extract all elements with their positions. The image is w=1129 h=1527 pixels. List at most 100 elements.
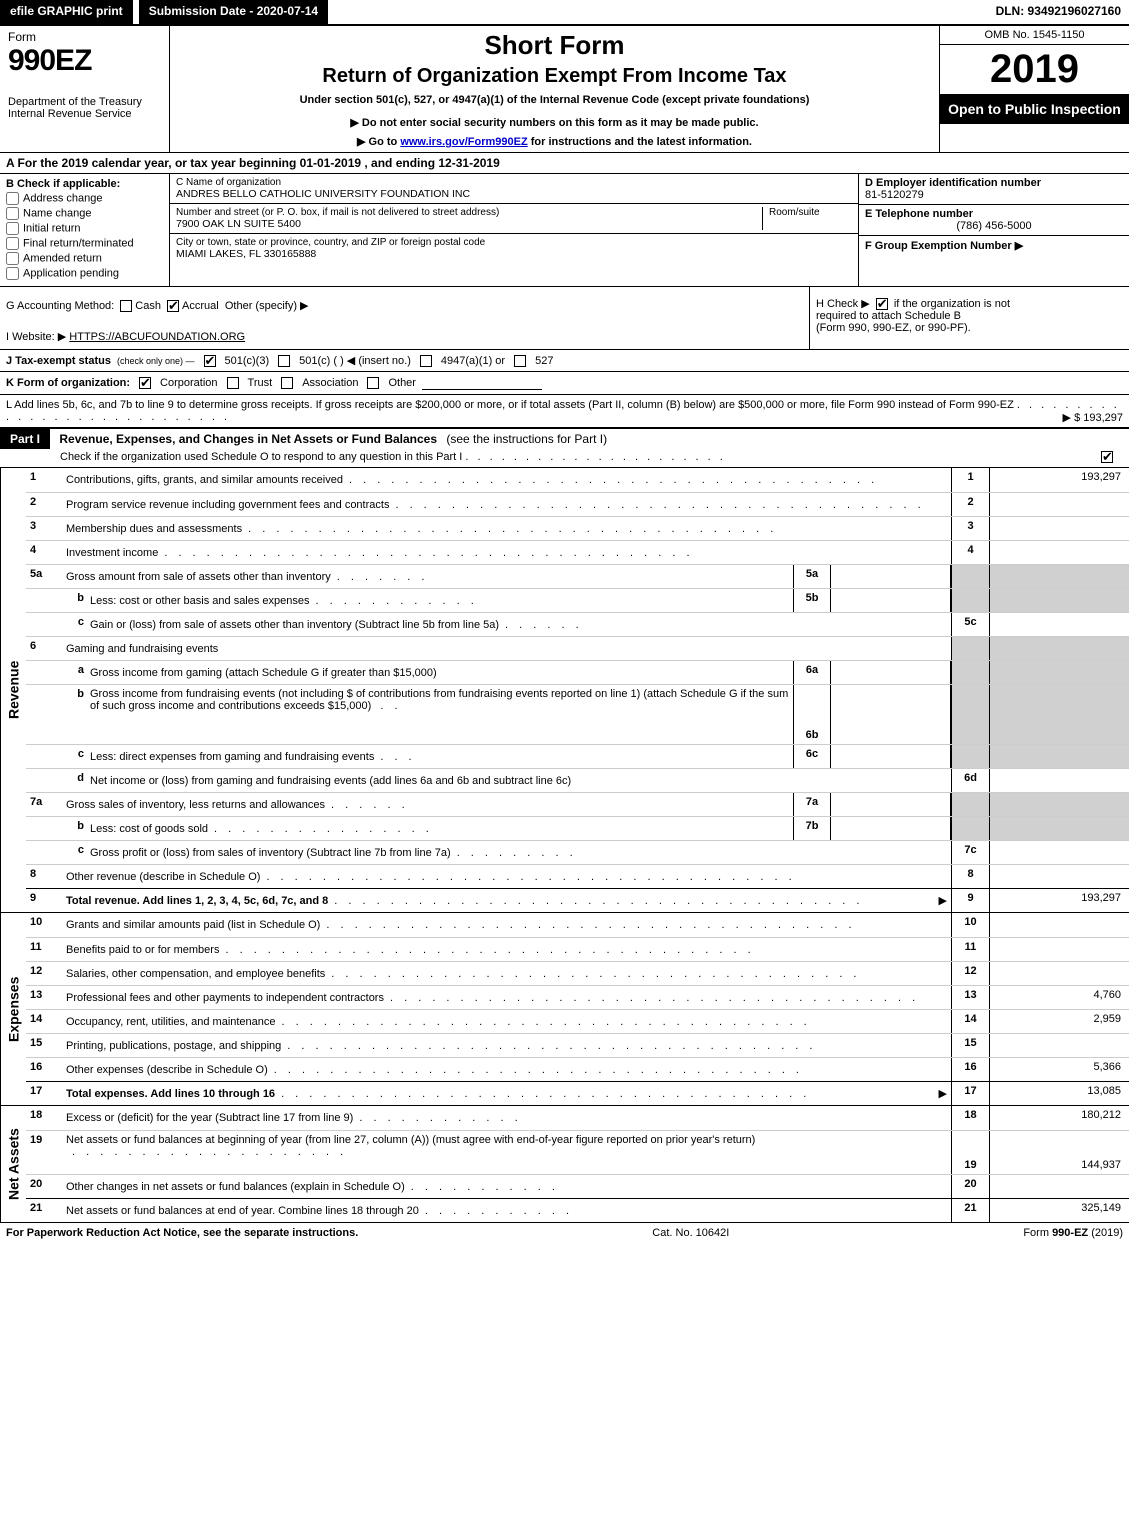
- row-j: J Tax-exempt status (check only one) — 5…: [0, 350, 1129, 372]
- chk-cash[interactable]: [120, 300, 132, 312]
- box-def: D Employer identification number 81-5120…: [859, 174, 1129, 286]
- line-6b-amt: [989, 685, 1129, 744]
- dots: . . . . . . . . . . . . . . . . . . . . …: [384, 992, 947, 1004]
- chk-application-pending[interactable]: Application pending: [6, 267, 163, 280]
- chk-trust[interactable]: [227, 377, 239, 389]
- line-4: 4 Investment income. . . . . . . . . . .…: [26, 540, 1129, 564]
- tax-period: A For the 2019 calendar year, or tax yea…: [0, 153, 1129, 174]
- line-16: 16 Other expenses (describe in Schedule …: [26, 1057, 1129, 1081]
- line-19-amt: 144,937: [989, 1131, 1129, 1174]
- line-2-amt: [989, 493, 1129, 516]
- line-6: 6 Gaming and fundraising events: [26, 636, 1129, 660]
- sub3-post: for instructions and the latest informat…: [528, 136, 752, 148]
- chk-corporation[interactable]: [139, 377, 151, 389]
- public-inspection: Open to Public Inspection: [940, 94, 1129, 124]
- tel-row: E Telephone number (786) 456-5000: [859, 205, 1129, 236]
- line-5a-sb: 5a: [793, 565, 831, 588]
- form-id-block: Form 990EZ Department of the Treasury In…: [0, 26, 170, 152]
- city-value: MIAMI LAKES, FL 330165888: [176, 248, 852, 260]
- line-6d-amt: [989, 769, 1129, 792]
- line-6-amt: [989, 637, 1129, 660]
- room-suite-label: Room/suite: [762, 207, 852, 230]
- chk-schedule-o-part1[interactable]: [1101, 451, 1113, 463]
- line-5b: b Less: cost or other basis and sales ex…: [26, 588, 1129, 612]
- dots: . . . . . .: [499, 619, 947, 631]
- line-18-rnum: 18: [951, 1106, 989, 1130]
- line-15-rnum: 15: [951, 1034, 989, 1057]
- line-14-amt: 2,959: [989, 1010, 1129, 1033]
- chk-501c3[interactable]: [204, 355, 216, 367]
- chk-amended-return[interactable]: Amended return: [6, 252, 163, 265]
- line-20-amt: [989, 1175, 1129, 1198]
- irs-link[interactable]: www.irs.gov/Form990EZ: [400, 136, 527, 148]
- chk-final-return[interactable]: Final return/terminated: [6, 237, 163, 250]
- line-9-text: Total revenue. Add lines 1, 2, 3, 4, 5c,…: [66, 895, 328, 907]
- line-7c-rnum: 7c: [951, 841, 989, 864]
- line-21: 21 Net assets or fund balances at end of…: [26, 1198, 1129, 1222]
- line-11-rnum: 11: [951, 938, 989, 961]
- k-assoc: Association: [302, 377, 358, 389]
- dots: . . . . . . . . . . . . . . . . . . . . …: [158, 547, 947, 559]
- footer-left: For Paperwork Reduction Act Notice, see …: [6, 1227, 358, 1239]
- line-13-num: 13: [26, 986, 62, 1009]
- website-link[interactable]: HTTPS://ABCUFOUNDATION.ORG: [69, 331, 245, 343]
- part1-label: Part I: [0, 429, 50, 449]
- chk-schedule-b[interactable]: [876, 298, 888, 310]
- chk-accrual[interactable]: [167, 300, 179, 312]
- net-assets-side-label: Net Assets: [0, 1106, 26, 1222]
- footer-right-pre: Form: [1023, 1227, 1052, 1239]
- k-label: K Form of organization:: [6, 377, 130, 389]
- line-18: 18 Excess or (deficit) for the year (Sub…: [26, 1106, 1129, 1130]
- row-g: G Accounting Method: Cash Accrual Other …: [0, 287, 809, 349]
- revenue-side-label: Revenue: [0, 468, 26, 912]
- line-5c-rnum: 5c: [951, 613, 989, 636]
- chk-527[interactable]: [514, 355, 526, 367]
- dots: . . . . . .: [325, 799, 789, 811]
- dots: . . . . . . . . .: [451, 847, 947, 859]
- line-6c-sb: 6c: [793, 745, 831, 768]
- line-6b-sb: 6b: [793, 685, 831, 744]
- title-center: Short Form Return of Organization Exempt…: [170, 26, 939, 152]
- part1-check-text: Check if the organization used Schedule …: [0, 449, 1129, 467]
- dots: . . . . . . . . . . . . . . . . . . . . …: [325, 968, 947, 980]
- k-other: Other: [388, 377, 416, 389]
- subtitle-ssn: ▶ Do not enter social security numbers o…: [178, 116, 931, 129]
- chk-address-change[interactable]: Address change: [6, 192, 163, 205]
- chk-501c[interactable]: [278, 355, 290, 367]
- tel-label: E Telephone number: [865, 208, 973, 220]
- ein-row: D Employer identification number 81-5120…: [859, 174, 1129, 205]
- title-right: OMB No. 1545-1150 2019 Open to Public In…: [939, 26, 1129, 152]
- line-19: 19 Net assets or fund balances at beginn…: [26, 1130, 1129, 1174]
- line-5c-amt: [989, 613, 1129, 636]
- line-6d-rnum: 6d: [951, 769, 989, 792]
- chk-4947[interactable]: [420, 355, 432, 367]
- g-accrual: Accrual: [182, 300, 219, 312]
- footer-right-bold: 990-EZ: [1052, 1227, 1088, 1239]
- line-2: 2 Program service revenue including gove…: [26, 492, 1129, 516]
- chk-initial-return[interactable]: Initial return: [6, 222, 163, 235]
- org-city-row: City or town, state or province, country…: [170, 234, 858, 263]
- chk-other-org[interactable]: [367, 377, 379, 389]
- addr-value: 7900 OAK LN SUITE 5400: [176, 218, 762, 230]
- line-21-amt: 325,149: [989, 1199, 1129, 1222]
- line-21-text: Net assets or fund balances at end of ye…: [66, 1205, 419, 1217]
- line-9-amt: 193,297: [989, 889, 1129, 912]
- part1-check-dots: . . . . . . . . . . . . . . . . . . . . …: [465, 451, 725, 463]
- efile-tab[interactable]: efile GRAPHIC print: [0, 0, 133, 24]
- line-12-amt: [989, 962, 1129, 985]
- line-4-text: Investment income: [66, 547, 158, 559]
- k-other-input[interactable]: [422, 376, 542, 390]
- line-7b-text: Less: cost of goods sold: [90, 823, 208, 835]
- chk-association[interactable]: [281, 377, 293, 389]
- line-1-rnum: 1: [951, 468, 989, 492]
- line-18-text: Excess or (deficit) for the year (Subtra…: [66, 1112, 353, 1124]
- dots: . .: [374, 700, 401, 712]
- city-label: City or town, state or province, country…: [176, 237, 852, 248]
- chk-name-change[interactable]: Name change: [6, 207, 163, 220]
- line-8-num: 8: [26, 865, 62, 888]
- g-cash: Cash: [135, 300, 161, 312]
- h-text2: if the organization is: [894, 298, 992, 310]
- net-assets-section: Net Assets 18 Excess or (deficit) for th…: [0, 1106, 1129, 1223]
- spacer: [328, 0, 987, 24]
- line-7b-rnum: [951, 817, 989, 840]
